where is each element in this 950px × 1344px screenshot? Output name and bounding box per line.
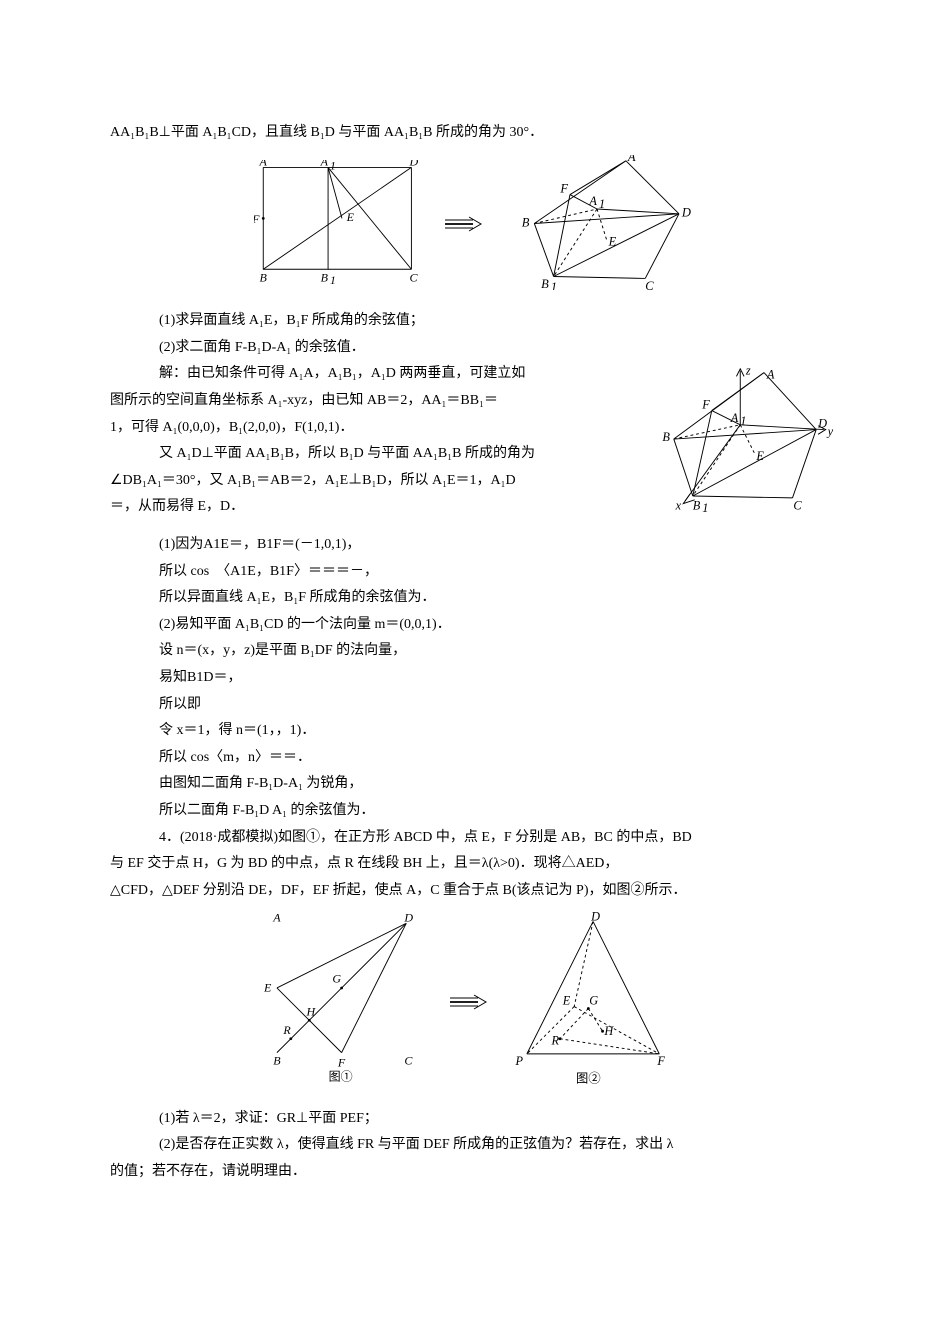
svg-text:D: D [403, 912, 413, 924]
svg-text:1: 1 [598, 197, 604, 211]
svg-text:F: F [254, 212, 260, 226]
solution-2h: 所以二面角 F-B₁D A₁ 的余弦值为． [110, 798, 840, 825]
question-4-1: (1)若 λ＝2，求证：GR⊥平面 PEF； [110, 1106, 840, 1133]
svg-text:H: H [305, 1005, 316, 1019]
svg-text:A: A [766, 368, 775, 382]
svg-text:B: B [541, 277, 549, 290]
question-4-2a: (2)是否存在正实数 λ，使得直线 FR 与平面 DEF 所成角的正弦值为？若存… [110, 1132, 840, 1159]
svg-text:A: A [730, 411, 739, 425]
solution-2d: 所以即 [110, 692, 840, 719]
svg-text:E: E [345, 210, 354, 224]
figure-1a: A A1 D F E B B1 C [254, 160, 429, 296]
solution-2b: 设 n＝(x，y，z)是平面 B₁DF 的法向量， [110, 638, 840, 665]
svg-text:D: D [680, 205, 690, 219]
svg-text:1: 1 [329, 273, 335, 285]
top-line: AA₁B₁B⊥平面 A₁B₁CD，且直线 B₁D 与平面 AA₁B₁B 所成的角… [110, 120, 840, 147]
svg-text:G: G [332, 972, 341, 986]
problem-4-line3: △CFD，△DEF 分别沿 DE，DF，EF 折起，使点 A，C 重合于点 B(… [110, 878, 840, 905]
solution-2a: (2)易知平面 A₁B₁CD 的一个法向量 m＝(0,0,1)． [110, 612, 840, 639]
svg-text:F: F [656, 1055, 665, 1069]
svg-text:F: F [559, 181, 568, 195]
figure-3a: A D B C E F G H R 图① [264, 912, 434, 1098]
svg-text:C: C [793, 499, 802, 513]
arrow-icon-2 [448, 984, 488, 1026]
svg-text:R: R [550, 1034, 559, 1048]
solution-2e: 令 x＝1，得 n＝(1，，1)． [110, 718, 840, 745]
svg-text:A: A [319, 160, 328, 169]
question-4-2b: 的值；若不存在，请说明理由． [110, 1159, 840, 1186]
svg-text:D: D [817, 417, 827, 431]
svg-text:A: A [626, 155, 635, 164]
svg-text:C: C [645, 279, 654, 290]
svg-text:H: H [603, 1024, 614, 1038]
svg-text:G: G [589, 994, 598, 1008]
svg-text:B: B [273, 1054, 281, 1068]
svg-text:1: 1 [329, 160, 335, 172]
svg-text:E: E [607, 234, 616, 248]
svg-text:F: F [701, 398, 710, 412]
svg-text:P: P [514, 1055, 523, 1069]
solution-2f: 所以 cos〈m，n〉＝＝． [110, 745, 840, 772]
solution-1a: (1)因为A1E＝，B1F＝(－1,0,1)， [110, 532, 840, 559]
svg-text:R: R [282, 1023, 291, 1037]
svg-text:E: E [755, 449, 764, 463]
svg-text:A: A [588, 194, 597, 208]
text: AA₁B₁B⊥平面 A₁B₁CD，且直线 B₁D 与平面 AA₁B₁B 所成的角… [110, 125, 543, 140]
svg-text:D: D [408, 160, 418, 169]
svg-text:z: z [745, 365, 751, 377]
svg-text:C: C [404, 1054, 413, 1068]
figure-3b: D P F E G H R 图② [502, 912, 687, 1098]
svg-text:D: D [590, 912, 600, 924]
problem-4-line1: 4．(2018·成都模拟)如图①，在正方形 ABCD 中，点 E，F 分别是 A… [110, 825, 840, 852]
svg-text:图①: 图① [328, 1070, 352, 1084]
svg-text:A: A [258, 160, 267, 169]
svg-text:E: E [561, 994, 570, 1008]
svg-text:B: B [521, 215, 529, 229]
svg-text:y: y [826, 425, 834, 439]
svg-text:B: B [259, 270, 267, 284]
figure-row-1: A A1 D F E B B1 C [110, 155, 840, 301]
question-2: (2)求二面角 F-B₁D-A₁ 的余弦值． [110, 335, 840, 362]
svg-text:C: C [409, 270, 418, 284]
svg-text:F: F [336, 1056, 345, 1070]
question-1: (1)求异面直线 A₁E，B₁F 所成角的余弦值； [110, 308, 840, 335]
solution-1b: 所以 cos 〈A1E，B1F〉＝＝＝－， [110, 559, 840, 586]
svg-text:1: 1 [702, 502, 708, 516]
svg-text:B: B [320, 270, 328, 284]
svg-text:B: B [693, 499, 701, 513]
svg-text:1: 1 [550, 280, 556, 290]
svg-text:图②: 图② [576, 1072, 601, 1086]
svg-text:B: B [662, 430, 670, 444]
figure-2-side: z A F A1 D y B E B1 C x [650, 365, 840, 526]
figure-row-2: A D B C E F G H R 图① [110, 912, 840, 1098]
svg-text:E: E [264, 981, 272, 995]
svg-text:1: 1 [740, 414, 746, 428]
solution-2c: 易知B1D＝， [110, 665, 840, 692]
problem-4-line2: 与 EF 交于点 H，G 为 BD 的中点，点 R 在线段 BH 上，且＝λ(λ… [110, 851, 840, 878]
arrow-icon [443, 206, 483, 248]
solution-1c: 所以异面直线 A₁E，B₁F 所成角的余弦值为． [110, 585, 840, 612]
solution-2g: 由图知二面角 F-B₁D-A₁ 为锐角， [110, 771, 840, 798]
svg-text:A: A [272, 912, 281, 924]
figure-1b: A F A1 D B E B1 C [497, 155, 697, 301]
svg-text:x: x [675, 499, 682, 513]
